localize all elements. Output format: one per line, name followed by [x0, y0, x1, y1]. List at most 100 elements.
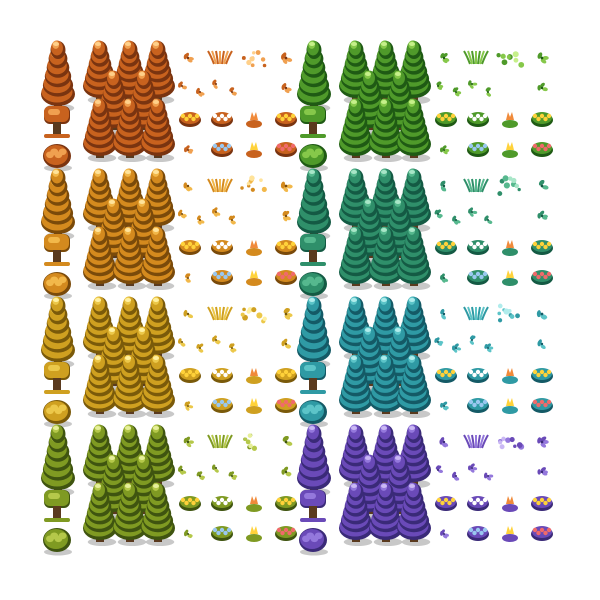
flower-blossom: [226, 369, 232, 375]
forest-tree: [397, 354, 431, 418]
flower-blossom: [539, 113, 545, 119]
tree-trunk-tile: [300, 234, 326, 266]
tulip-bloom: [506, 526, 514, 534]
leaf-petal: [436, 81, 441, 86]
leaf-center: [186, 56, 190, 60]
leaf-petal: [197, 215, 201, 220]
flower-blossom: [475, 143, 481, 149]
flower-blossom: [180, 113, 186, 119]
flower-blossom: [539, 143, 545, 149]
grass-tuft: [463, 178, 489, 193]
foliage-tip: [95, 228, 101, 232]
block-highlight: [48, 109, 60, 115]
flower-blossom: [223, 244, 228, 250]
round-bush: [43, 400, 72, 428]
leaf-sprite: [178, 209, 187, 219]
tulip-bloom: [506, 368, 514, 376]
scatter-leaf: [249, 56, 255, 62]
leaf-petal: [452, 215, 457, 221]
leaf-center: [486, 474, 490, 478]
flower-blossom: [219, 497, 225, 503]
leaf-center: [454, 474, 458, 478]
flower-blossom: [479, 274, 484, 280]
flower-blossom: [482, 241, 488, 247]
flower-blossom: [290, 271, 296, 277]
flower-blossom: [290, 113, 296, 119]
leaf-center: [186, 532, 190, 536]
flower-bush: [179, 240, 201, 255]
leaf-sprite: [228, 471, 238, 480]
flower-bush: [467, 142, 489, 157]
flower-blossom: [482, 369, 488, 375]
scatter-leaf: [500, 53, 506, 59]
flower-blossom: [468, 271, 474, 277]
flower-blossom: [191, 500, 196, 506]
leaf-petal: [537, 469, 541, 475]
scatter-leaf: [250, 63, 255, 68]
foliage-tip: [153, 100, 159, 104]
leaf-center: [436, 212, 440, 216]
scatter-leaf: [499, 444, 505, 450]
leaf-sprite: [440, 53, 450, 64]
leaf-petal: [283, 307, 289, 314]
leaf-petal: [183, 437, 188, 444]
leaf-sprite: [434, 337, 444, 346]
flower-blossom: [475, 527, 481, 533]
leaf-center: [486, 90, 490, 94]
flower-blossom: [447, 500, 452, 506]
flower-blossom: [450, 113, 456, 119]
foliage-tip: [381, 426, 387, 430]
tulip-sprite: [246, 142, 262, 158]
tulip-bloom: [250, 526, 258, 534]
flower-blossom: [436, 369, 442, 375]
leaf-petal: [443, 57, 450, 62]
bush-highlight: [314, 532, 323, 540]
block-trunk: [53, 250, 61, 264]
single-tree: [41, 424, 75, 496]
flower-blossom: [180, 241, 186, 247]
flower-blossom: [450, 497, 456, 503]
flower-blossom: [440, 244, 445, 250]
foliage-tip: [153, 298, 159, 302]
flower-blossom: [482, 143, 488, 149]
leaf-petal: [215, 340, 220, 345]
leaf-center: [198, 218, 202, 222]
tulip-sprite: [502, 496, 518, 512]
grass-tuft: [463, 306, 489, 321]
scatter-leaf: [246, 182, 251, 186]
leaf-petal: [540, 58, 547, 64]
flower-blossom: [539, 527, 545, 533]
flower-bush: [531, 526, 553, 541]
flower-blossom: [194, 369, 200, 375]
foliage-tip: [53, 42, 59, 46]
flower-bush: [179, 496, 201, 511]
leaf-petal: [540, 442, 547, 448]
flower-blossom: [280, 116, 285, 122]
foliage-tip: [139, 456, 145, 460]
flower-blossom: [468, 497, 474, 503]
flower-blossom: [280, 372, 285, 378]
tulip-sprite: [502, 270, 518, 286]
forest-tree: [113, 354, 147, 418]
flower-blossom: [219, 113, 225, 119]
flower-bush: [211, 526, 233, 541]
block-highlight: [48, 365, 60, 371]
forest-tree: [397, 226, 431, 290]
flower-blossom: [532, 241, 538, 247]
leaf-petal: [435, 337, 440, 342]
grass-blade: [481, 178, 489, 193]
leaf-petal: [443, 150, 448, 155]
flower-bush: [467, 368, 489, 383]
leaf-sprite: [537, 52, 549, 64]
block-roots: [44, 518, 70, 522]
leaf-center: [198, 346, 202, 350]
block-roots: [44, 390, 70, 394]
flower-blossom: [440, 116, 445, 122]
leaf-sprite: [185, 273, 191, 283]
flower-blossom: [546, 271, 552, 277]
tileset-block-amber: [41, 168, 297, 300]
scatter-leaf: [509, 436, 515, 443]
scatter-leaf: [242, 307, 246, 312]
leaf-petal: [185, 406, 190, 411]
flower-blossom: [546, 497, 552, 503]
